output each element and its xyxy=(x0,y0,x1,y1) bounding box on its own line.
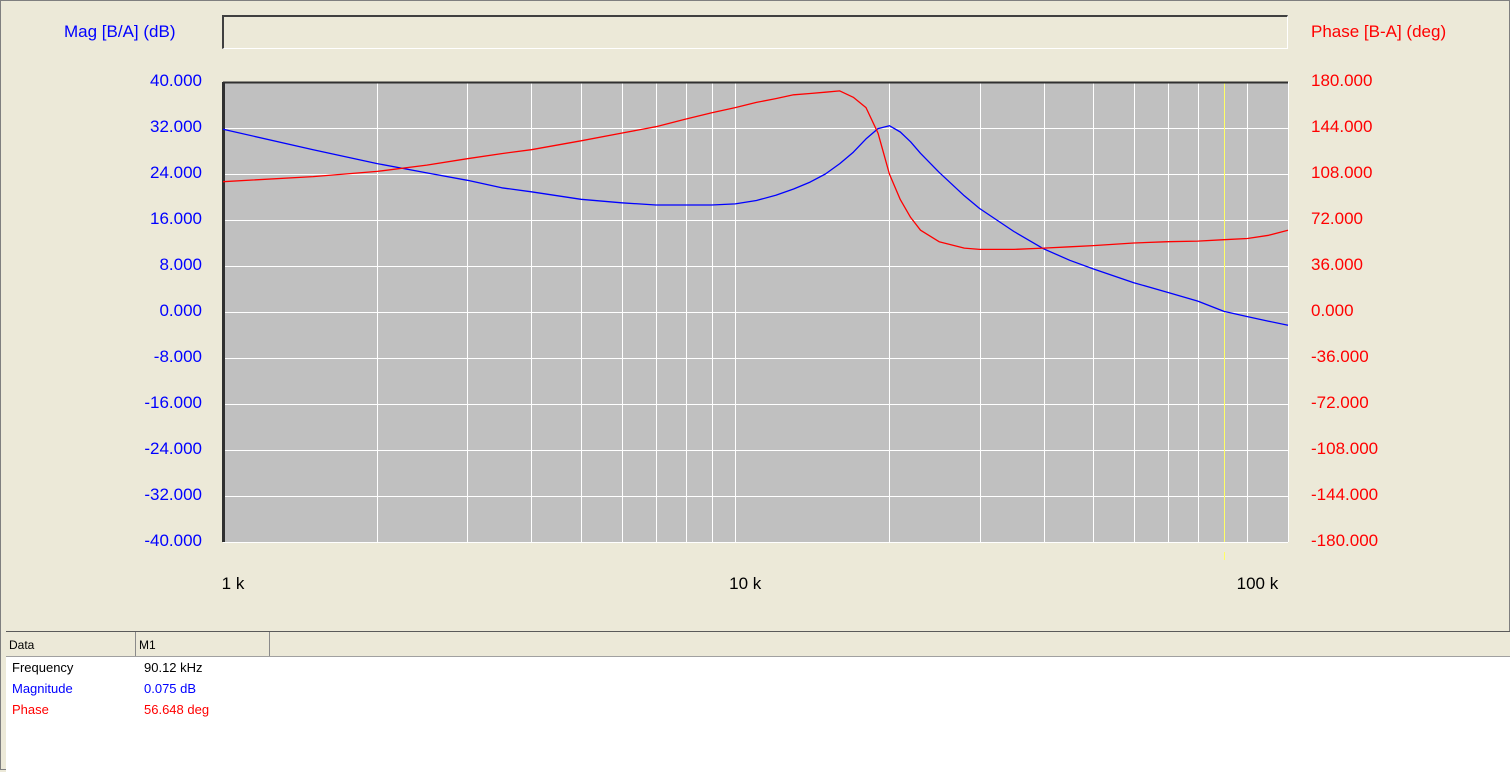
y-left-tick-label: -40.000 xyxy=(144,531,202,550)
data-row-magnitude: Magnitude 0.075 dB xyxy=(6,677,1510,698)
y-right-tick-label: 36.000 xyxy=(1311,255,1363,274)
y-left-tick-label: 16.000 xyxy=(150,209,202,228)
data-row-value: 90.12 kHz xyxy=(144,660,203,675)
bode-chart xyxy=(222,81,1289,560)
magnitude-axis-title: Mag [B/A] (dB) xyxy=(64,22,176,41)
y-right-tick-label: -180.000 xyxy=(1311,531,1379,550)
y-right-tick-label: -36.000 xyxy=(1311,347,1369,366)
data-row-label: Magnitude xyxy=(12,681,73,696)
y-right-tick-label: 180.000 xyxy=(1311,71,1373,90)
data-row-frequency: Frequency 90.12 kHz xyxy=(6,656,1510,677)
y-left-tick-label: -16.000 xyxy=(144,393,202,412)
y-left-tick-label: 24.000 xyxy=(150,163,202,182)
y-right-tick-label: 108.000 xyxy=(1311,163,1373,182)
magnitude-series-line xyxy=(222,125,1289,326)
y-right-tick-label: -108.000 xyxy=(1311,439,1379,458)
y-left-tick-label: 32.000 xyxy=(150,117,202,136)
data-row-label: Frequency xyxy=(12,660,74,675)
chart-title-field xyxy=(222,15,1288,49)
y-left-tick-label: -32.000 xyxy=(144,485,202,504)
y-left-tick-label: 40.000 xyxy=(150,71,202,90)
phase-axis-title: Phase [B-A] (deg) xyxy=(1311,22,1447,41)
y-left-tick-label: 8.000 xyxy=(159,255,202,274)
x-tick-label: 10 k xyxy=(729,574,762,593)
y-left-tick-label: -24.000 xyxy=(144,439,202,458)
y-left-tick-label: 0.000 xyxy=(159,301,202,320)
y-right-tick-label: -72.000 xyxy=(1311,393,1369,412)
y-right-tick-label: -144.000 xyxy=(1311,485,1379,504)
marker-data-panel: Data M1 Frequency 90.12 kHz Magnitude 0.… xyxy=(6,631,1510,772)
x-tick-label: 1 k xyxy=(221,574,245,593)
y-right-tick-label: 144.000 xyxy=(1311,117,1373,136)
phase-series-line xyxy=(222,90,1289,251)
data-column-header[interactable]: Data xyxy=(6,632,136,656)
data-row-value: 56.648 deg xyxy=(144,702,210,717)
y-right-tick-label: 0.000 xyxy=(1311,301,1354,320)
chart-area: Mag [B/A] (dB) Phase [B-A] (deg) 40.000 3… xyxy=(1,1,1510,631)
y-left-tick-label: -8.000 xyxy=(153,347,202,366)
data-row-label: Phase xyxy=(12,702,49,717)
data-row-phase: Phase 56.648 deg xyxy=(6,698,1510,719)
data-table-header: Data M1 xyxy=(6,632,1510,657)
data-row-value: 0.075 dB xyxy=(144,681,197,696)
marker-m1-column-header[interactable]: M1 xyxy=(136,632,270,656)
data-table-body: Frequency 90.12 kHz Magnitude 0.075 dB P… xyxy=(6,656,1510,719)
y-right-tick-label: 72.000 xyxy=(1311,209,1363,228)
x-tick-label: 100 k xyxy=(1236,574,1279,593)
